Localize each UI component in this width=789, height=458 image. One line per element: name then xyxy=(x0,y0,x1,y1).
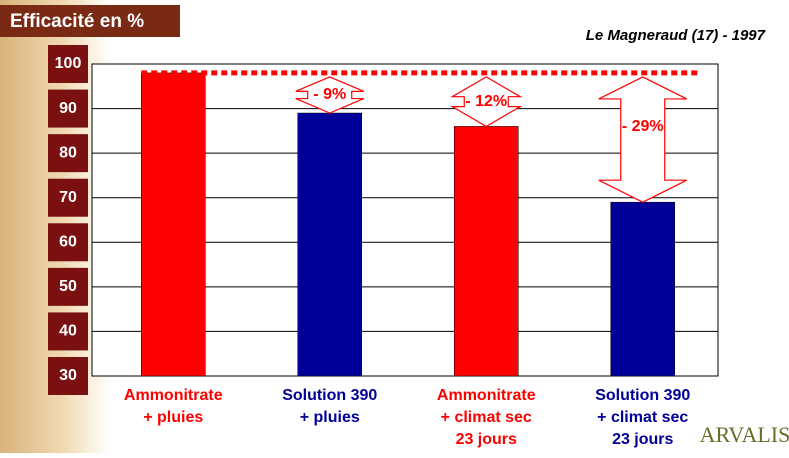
difference-arrow xyxy=(450,76,523,128)
y-tick-label: 70 xyxy=(59,189,77,206)
x-tick-label: Ammonitrate + pluies xyxy=(124,387,223,426)
bar xyxy=(454,126,519,377)
bar xyxy=(297,112,362,377)
y-tick-box xyxy=(48,178,88,217)
difference-arrow xyxy=(598,76,688,203)
y-tick-box xyxy=(48,267,88,306)
bar xyxy=(141,72,206,377)
chart-subtitle: Le Magneraud (17) - 1997 xyxy=(586,27,766,44)
y-tick-box xyxy=(48,134,88,173)
y-tick-box xyxy=(48,312,88,351)
x-tick-label: Solution 390 + pluies xyxy=(282,387,377,426)
y-tick-box xyxy=(48,223,88,262)
y-tick-box xyxy=(48,357,88,395)
bar xyxy=(610,201,675,377)
y-tick-box xyxy=(48,45,88,83)
x-tick-label: Ammonitrate + climat sec 23 jours xyxy=(437,387,536,448)
y-tick-label: 80 xyxy=(59,144,77,161)
title-box xyxy=(0,5,180,37)
logo: ARVALIS xyxy=(700,422,789,447)
y-tick-label: 60 xyxy=(59,234,77,251)
annotation: - 12% xyxy=(465,93,507,110)
y-tick-label: 100 xyxy=(55,55,82,72)
annotation: - 29% xyxy=(622,118,664,135)
difference-arrow xyxy=(295,76,364,114)
y-tick-label: 40 xyxy=(59,323,77,340)
chart-title: Efficacité en % xyxy=(10,11,144,32)
y-tick-label: 30 xyxy=(59,367,77,384)
x-tick-label: Solution 390 + climat sec 23 jours xyxy=(595,387,690,448)
y-tick-label: 50 xyxy=(59,278,77,295)
y-tick-label: 90 xyxy=(59,100,77,117)
annotation: - 9% xyxy=(313,86,346,103)
y-tick-box xyxy=(48,89,88,128)
